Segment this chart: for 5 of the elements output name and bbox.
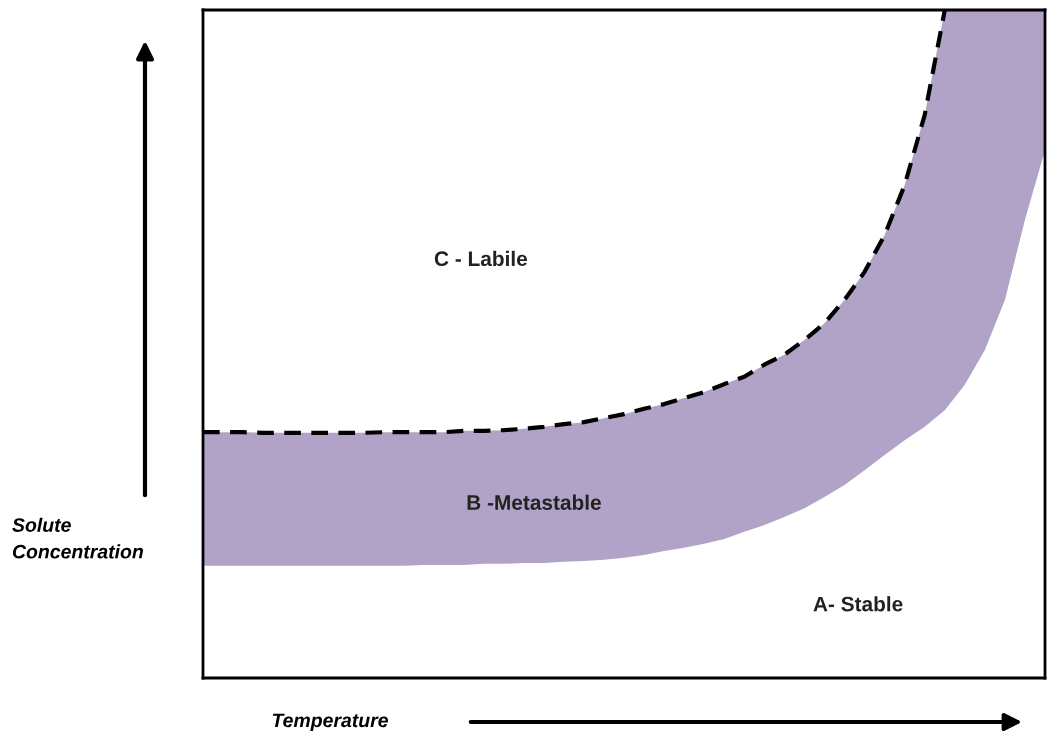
annotation: A- Stable [813, 596, 903, 612]
y-axis-title: Solute Concentration [12, 517, 143, 559]
x-axis-title: Temperature [272, 713, 388, 732]
annotation: C - Labile [434, 250, 528, 267]
annotation: B -Metastable [467, 494, 601, 510]
